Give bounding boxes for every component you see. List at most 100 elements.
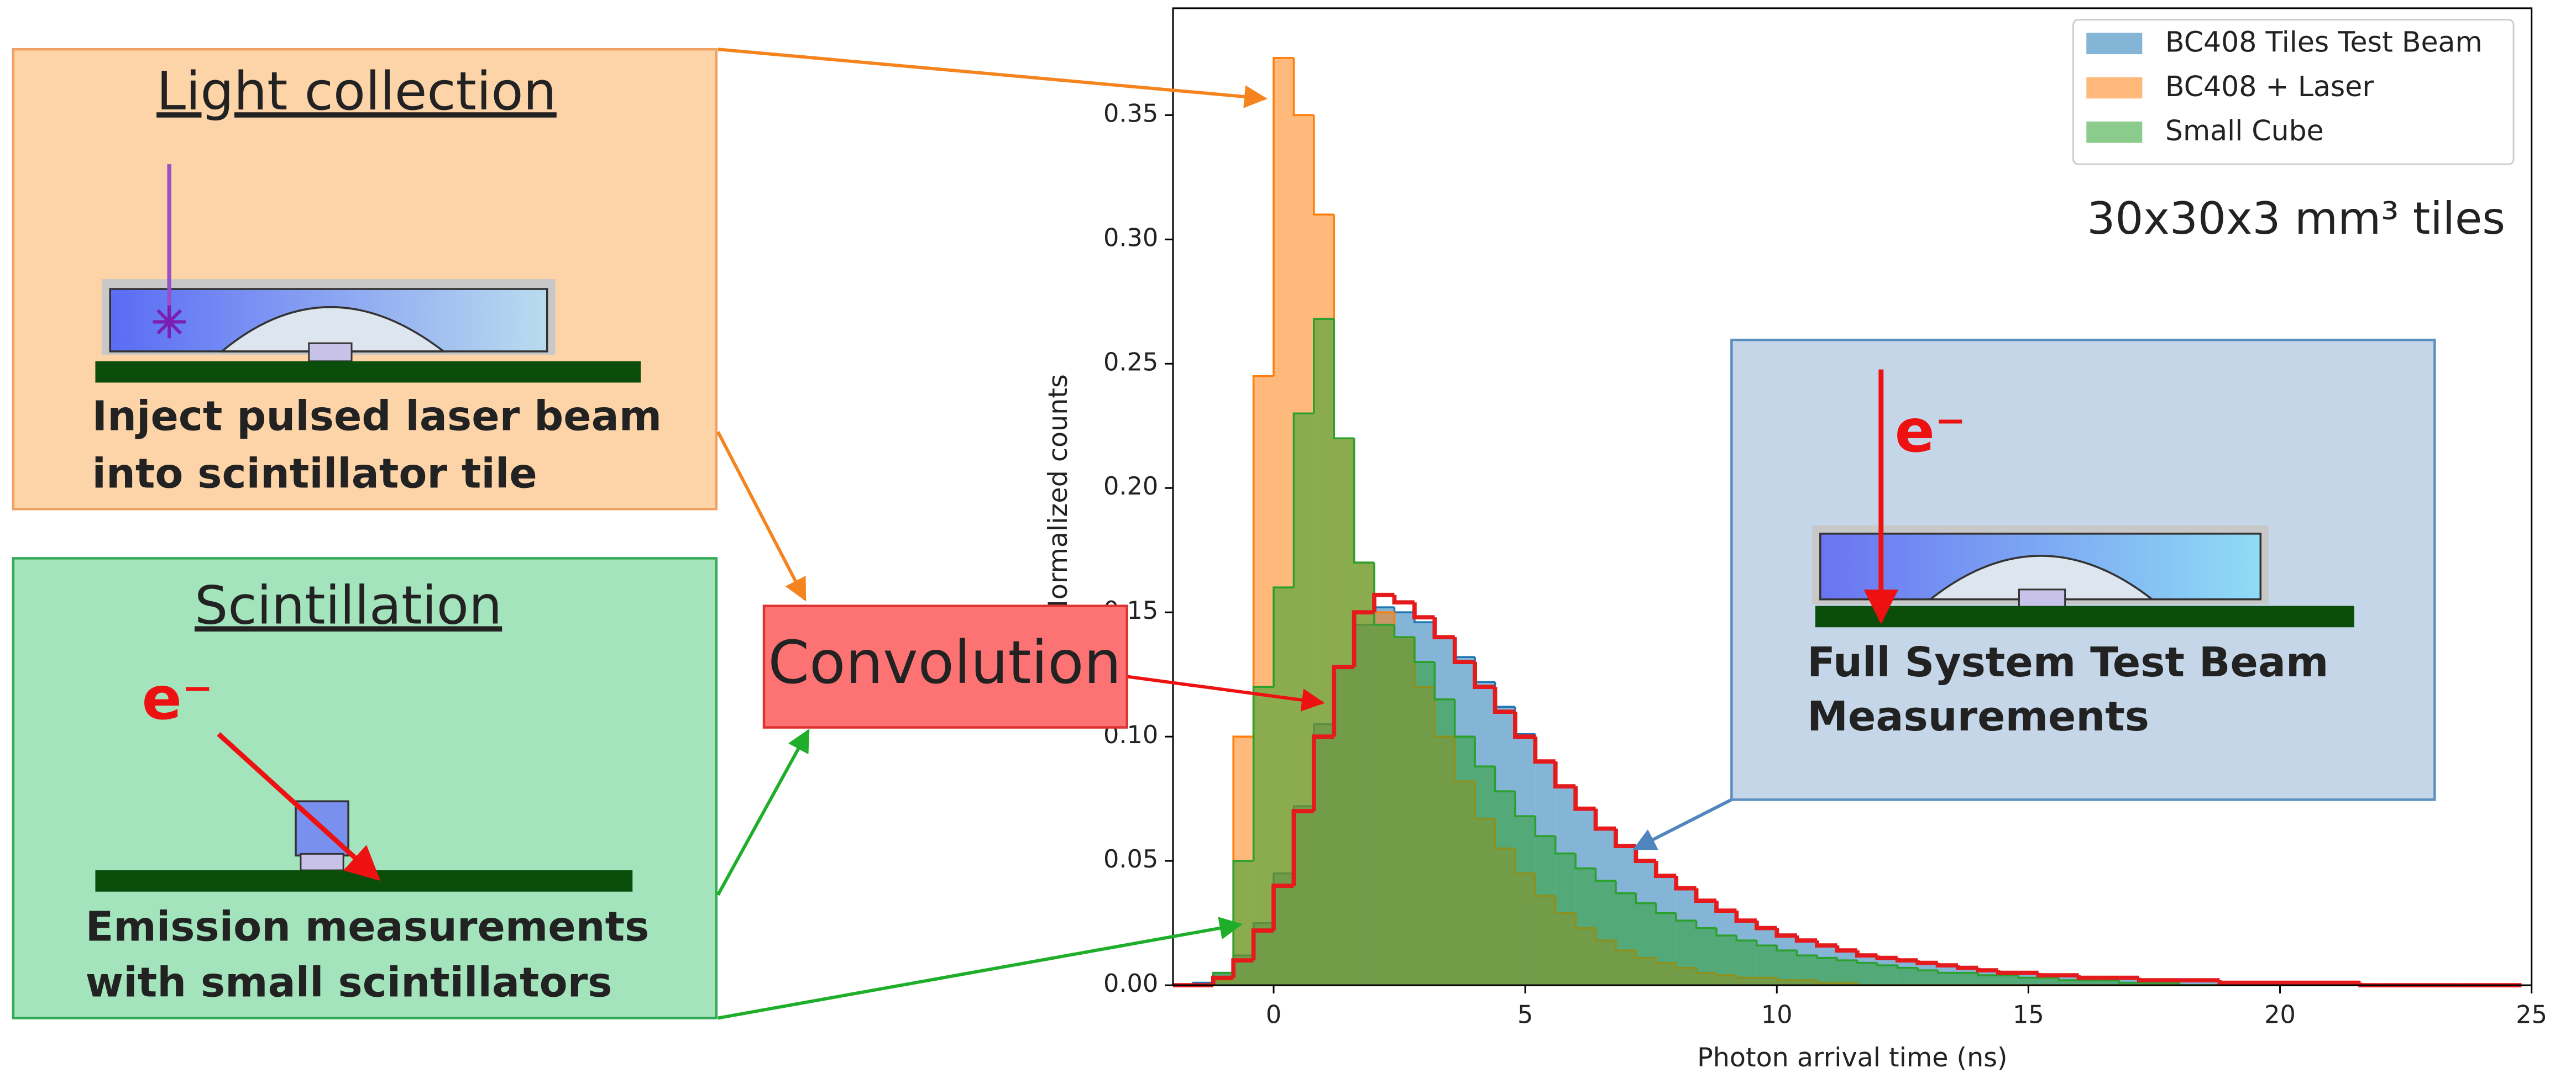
- histogram-outline: [1574, 853, 1596, 870]
- histogram-bar: [1454, 737, 1475, 986]
- histogram-outline: [1635, 893, 1656, 905]
- convolution-step: [1211, 975, 1234, 986]
- histogram-outline: [1252, 686, 1274, 861]
- histogram-outline: [1494, 766, 1515, 792]
- x-tick-label: 20: [2264, 1001, 2296, 1029]
- sipm: [300, 853, 344, 871]
- histogram-outline: [1534, 734, 1556, 763]
- y-tick-label: 0.25: [1103, 348, 1158, 376]
- y-tick-label: 0.30: [1103, 223, 1158, 252]
- pcb: [95, 870, 633, 892]
- convolution-step: [1593, 808, 1616, 831]
- histogram-outline: [1594, 808, 1616, 830]
- histogram-outline: [1453, 699, 1475, 738]
- panel-caption: with small scintillators: [86, 959, 612, 1007]
- histogram-outline: [1836, 958, 1857, 961]
- histogram-bar: [1897, 967, 1918, 986]
- convolution-step: [1875, 955, 1898, 960]
- histogram-outline: [1876, 963, 1898, 966]
- histogram-bar: [1354, 562, 1375, 986]
- tile-dome: [219, 306, 447, 353]
- histogram-bar: [1636, 903, 1656, 986]
- histogram-outline: [1273, 57, 1294, 376]
- histogram-bar: [2098, 980, 2119, 986]
- histogram-bar: [2059, 980, 2079, 986]
- y-axis-label: Normalized counts: [1043, 374, 1074, 619]
- histogram-outline: [1735, 935, 1757, 942]
- histogram-outline: [1715, 928, 1737, 937]
- convolution-step: [1533, 737, 1556, 764]
- histogram-bar: [1957, 972, 1978, 986]
- panel-caption: Inject pulsed laser beam: [92, 392, 662, 440]
- histogram-bar: [1595, 881, 1616, 986]
- histogram-bar: [2119, 982, 2139, 986]
- x-axis-label: Photon arrival time (ns): [1697, 1043, 2007, 1073]
- x-tick-label: 25: [2516, 1001, 2547, 1029]
- histogram-bar: [1716, 935, 1737, 986]
- histogram-outline: [2017, 975, 2039, 979]
- tile-dome: [1927, 555, 2155, 601]
- convolution-step: [1734, 911, 1757, 923]
- histogram-outline: [1433, 622, 1455, 638]
- histogram-outline: [1353, 438, 1375, 564]
- scintillation-panel: Scintillation e⁻ Emission measurements w…: [12, 557, 718, 1019]
- histogram-outline: [1554, 836, 1576, 855]
- histogram-outline: [1574, 786, 1596, 810]
- arrow: [718, 48, 1268, 108]
- histogram-bar: [2038, 977, 2059, 986]
- histogram-outline: [1514, 791, 1536, 817]
- histogram-bar: [1515, 816, 1536, 986]
- histogram-outline: [1816, 955, 1837, 959]
- axes-frame: [1172, 7, 2533, 986]
- histogram-bar: [1857, 963, 1878, 986]
- histogram-bar: [2139, 982, 2160, 986]
- histogram-bar: [1274, 587, 1294, 986]
- particle-label: e⁻: [1894, 397, 1966, 466]
- convolution-step: [1956, 965, 1978, 970]
- plot: 0.000.050.100.150.200.250.300.350 5 10 15 20…: [1043, 7, 2547, 1073]
- histogram-bar: [1656, 913, 1677, 986]
- histogram-bar: [1676, 921, 1697, 986]
- legend-swatch: [2086, 77, 2143, 99]
- laser-spot: [153, 305, 186, 339]
- convolution-step: [1694, 888, 1717, 903]
- histogram-outline: [1936, 970, 1958, 974]
- histogram-outline: [1474, 737, 1495, 767]
- convolution-step: [1653, 861, 1677, 878]
- convolution-step: [1473, 662, 1495, 690]
- histogram-bar: [1233, 861, 1254, 986]
- pcb: [1815, 606, 2354, 628]
- convolution-step: [1291, 809, 1314, 886]
- histogram-bar: [1777, 950, 1797, 986]
- connectors: [716, 48, 1732, 1020]
- histogram-bar: [1253, 687, 1274, 986]
- histogram-outline: [1433, 662, 1455, 701]
- histogram-bar: [1978, 975, 1998, 986]
- histogram-outline: [1313, 115, 1334, 216]
- histogram-outline: [2057, 977, 2079, 981]
- arrow: [718, 917, 1243, 1020]
- histogram-bar: [2018, 977, 2039, 986]
- arrow: [716, 431, 807, 602]
- pcb: [95, 361, 641, 383]
- y-tick-label: 0.00: [1103, 969, 1158, 998]
- histogram-outline: [1554, 761, 1576, 787]
- histogram-outline: [1896, 965, 1918, 969]
- histogram-outline: [1534, 816, 1556, 837]
- convolution-step: [1714, 901, 1737, 913]
- convolution-step: [1392, 595, 1415, 605]
- convolution-step: [1493, 687, 1515, 714]
- histogram-bar: [2199, 980, 2220, 986]
- histogram-bar: [1434, 699, 1455, 986]
- convolution-step: [1855, 950, 1878, 958]
- convolution-step: [2217, 980, 2240, 985]
- histogram-bar: [1535, 836, 1556, 986]
- histogram-outline: [1776, 945, 1797, 951]
- histogram-outline: [1313, 318, 1334, 414]
- convolution-step: [1976, 967, 1998, 972]
- histogram-outline: [1675, 913, 1697, 922]
- histogram-bar: [2159, 982, 2180, 986]
- histogram-outline: [2118, 980, 2139, 984]
- light-collection-panel: Light collection Inject pulsed laser bea…: [12, 48, 718, 511]
